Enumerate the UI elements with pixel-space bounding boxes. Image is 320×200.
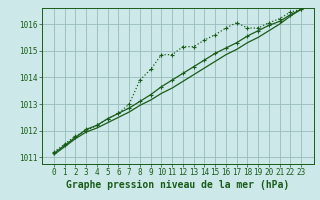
X-axis label: Graphe pression niveau de la mer (hPa): Graphe pression niveau de la mer (hPa) bbox=[66, 180, 289, 190]
